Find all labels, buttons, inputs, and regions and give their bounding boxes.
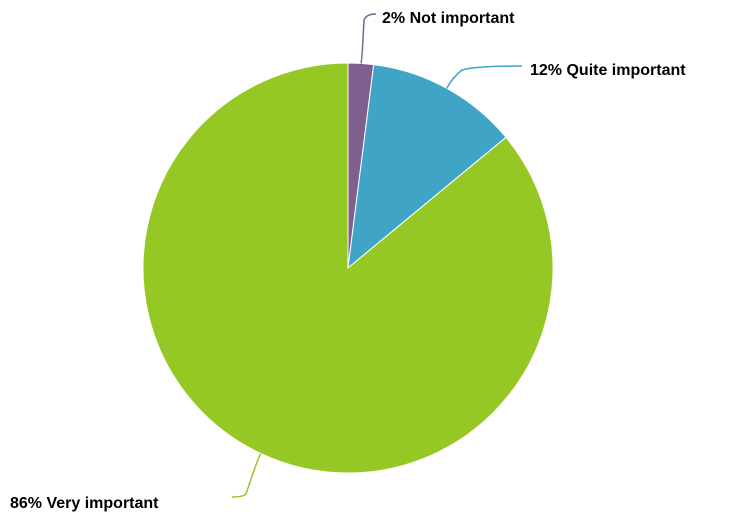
- leader-line-not-important: [360, 13, 377, 64]
- slice-label-very-important: 86% Very important: [10, 495, 159, 512]
- slice-label-quite-important: 12% Quite important: [530, 62, 686, 79]
- leader-line-quite-important: [446, 65, 523, 89]
- leader-lines: [231, 13, 523, 498]
- pie-slice-quite-important: [347, 64, 507, 270]
- pie-slices: [142, 62, 554, 474]
- slice-label-not-important: 2% Not important: [382, 10, 515, 27]
- pie-slice-very-important: [142, 62, 554, 474]
- leader-line-very-important: [231, 453, 262, 498]
